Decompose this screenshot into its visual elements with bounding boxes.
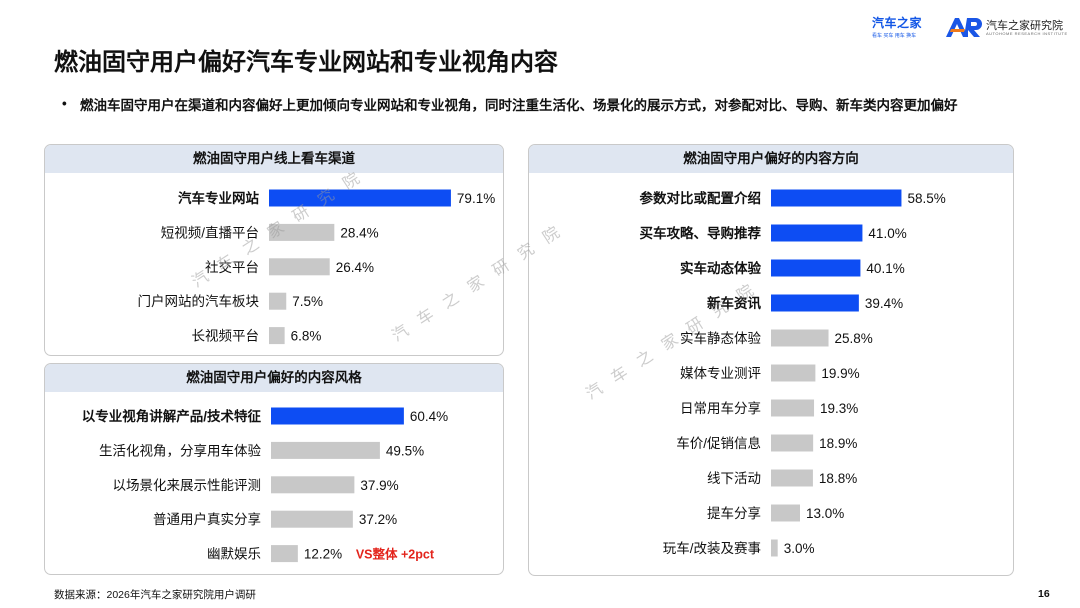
category-label: 实车静态体验 <box>680 330 761 346</box>
bar <box>271 545 298 563</box>
bar <box>269 223 335 241</box>
value-label: 60.4% <box>410 409 448 424</box>
category-label: 玩车/改装及赛事 <box>663 540 761 556</box>
value-label: 12.2% <box>304 547 342 562</box>
category-label: 参数对比或配置介绍 <box>640 190 762 206</box>
bar <box>771 399 815 417</box>
category-label: 生活化视角，分享用车体验 <box>99 442 261 458</box>
value-label: 18.8% <box>819 471 857 486</box>
category-label: 长视频平台 <box>192 329 260 344</box>
bar <box>771 504 800 522</box>
category-label: 以场景化来展示性能评测 <box>113 478 262 493</box>
value-label: 7.5% <box>292 294 323 309</box>
page-title: 燃油固守用户偏好汽车专业网站和专业视角内容 <box>54 49 558 76</box>
bar-chart-svg: 以专业视角讲解产品/技术特征 60.4% 生活化视角，分享用车体验 49.5% 以场景化… <box>82 407 448 563</box>
style-chart-panel: 燃油固守用户偏好的内容风格 以专业视角讲解产品/技术特征 60.4% 生活化视角，分… <box>44 363 504 575</box>
autohome-logo-name: 汽车之家 <box>872 16 923 30</box>
institute-logo-tagline: AUTOHOME RESEARCH INSTITUTE <box>986 31 1068 36</box>
bar <box>271 510 353 528</box>
autohome-logo-tagline: 看车 买车 用车 换车 <box>872 33 917 39</box>
value-label: 49.5% <box>386 443 424 458</box>
direction-chart-title: 燃油固守用户偏好的内容方向 <box>529 145 1013 173</box>
bar <box>271 476 355 494</box>
category-label: 门户网站的汽车板块 <box>138 293 260 309</box>
bar <box>269 327 285 345</box>
page-number: 16 <box>1038 588 1050 600</box>
bar <box>771 469 813 487</box>
bar <box>271 441 380 459</box>
bar <box>771 329 829 347</box>
institute-mark-icon <box>946 18 982 37</box>
value-label: 79.1% <box>457 191 495 206</box>
value-label: 19.9% <box>821 366 859 381</box>
bar <box>771 294 859 312</box>
bar <box>771 539 778 557</box>
value-label: 37.2% <box>359 512 397 527</box>
category-label: 汽车专业网站 <box>178 190 259 206</box>
category-label: 买车攻略、导购推荐 <box>640 225 762 241</box>
value-label: 41.0% <box>868 226 906 241</box>
bar <box>771 189 902 207</box>
data-source-note: 数据来源：2026年汽车之家研究院用户调研 <box>54 589 256 601</box>
bar <box>269 258 330 276</box>
value-label: 19.3% <box>820 401 858 416</box>
value-label: 6.8% <box>291 329 322 344</box>
category-label: 以专业视角讲解产品/技术特征 <box>82 408 262 424</box>
bar <box>771 259 861 277</box>
autohome-logo: 汽车之家 看车 买车 用车 换车 <box>872 14 928 40</box>
category-label: 短视频/直播平台 <box>161 225 259 240</box>
channel-chart-title: 燃油固守用户线上看车渠道 <box>45 145 503 173</box>
value-label: 3.0% <box>784 541 815 556</box>
value-label: 40.1% <box>866 261 904 276</box>
category-label: 幽默娱乐 <box>207 547 261 562</box>
category-label: 新车资讯 <box>707 295 761 311</box>
bar <box>771 364 816 382</box>
value-label: 25.8% <box>835 331 873 346</box>
category-label: 线下活动 <box>707 471 761 486</box>
category-label: 日常用车分享 <box>680 400 761 416</box>
institute-logo: 汽车之家研究院 AUTOHOME RESEARCH INSTITUTE <box>944 14 1074 40</box>
category-label: 普通用户真实分享 <box>153 511 261 527</box>
bar-chart-svg: 汽车专业网站 79.1% 短视频/直播平台 28.4% 社交平台 26.4% 门户网站的汽车… <box>138 189 495 345</box>
bar <box>771 434 814 452</box>
bar <box>269 292 287 310</box>
direction-chart-panel: 燃油固守用户偏好的内容方向 参数对比或配置介绍 58.5% 买车攻略、导购推荐 41.… <box>528 144 1014 576</box>
category-label: 实车动态体验 <box>680 260 761 276</box>
value-label: 39.4% <box>865 296 903 311</box>
bar <box>269 189 451 207</box>
bullet-marker: • <box>62 96 67 111</box>
value-label: 26.4% <box>336 260 374 275</box>
value-label: 13.0% <box>806 506 844 521</box>
value-label: 18.9% <box>819 436 857 451</box>
value-label: 28.4% <box>340 225 378 240</box>
value-label: 37.9% <box>360 478 398 493</box>
institute-logo-name: 汽车之家研究院 <box>986 20 1063 32</box>
category-label: 媒体专业测评 <box>680 366 761 381</box>
page-subtitle: 燃油车固守用户在渠道和内容偏好上更加倾向专业网站和专业视角，同时注重生活化、场景… <box>80 98 958 113</box>
bar <box>771 224 863 242</box>
channel-chart-panel: 燃油固守用户线上看车渠道 汽车专业网站 79.1% 短视频/直播平台 28.4% 社交平… <box>44 144 504 356</box>
style-chart-title: 燃油固守用户偏好的内容风格 <box>45 364 503 392</box>
value-label: 58.5% <box>907 191 945 206</box>
annotation-label: VS整体 +2pct <box>356 547 435 562</box>
category-label: 车价/促销信息 <box>676 435 761 451</box>
bar <box>271 407 404 425</box>
category-label: 社交平台 <box>205 259 259 275</box>
bar-chart-svg: 参数对比或配置介绍 58.5% 买车攻略、导购推荐 41.0% 实车动态体验 40.1% 新… <box>640 189 946 557</box>
category-label: 提车分享 <box>707 505 761 521</box>
